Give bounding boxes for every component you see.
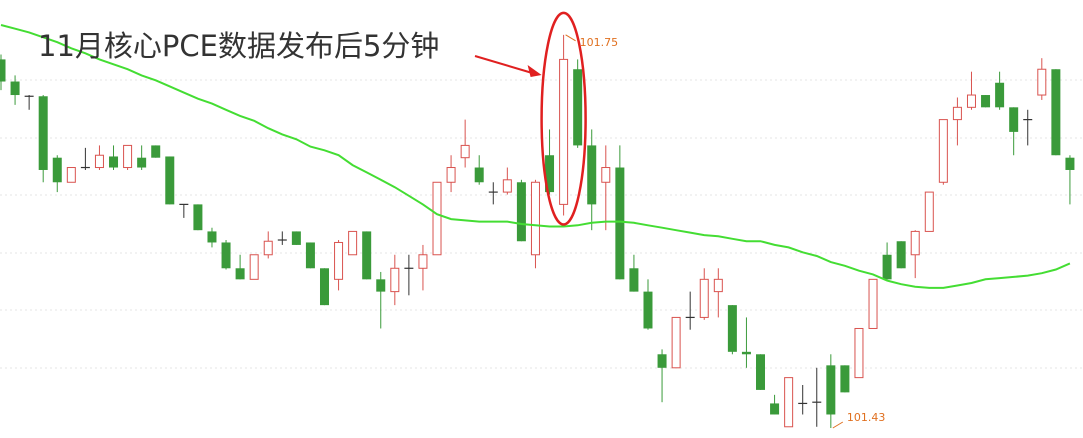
body — [460, 144, 470, 159]
body — [854, 327, 864, 379]
body — [432, 181, 442, 256]
body — [319, 268, 329, 306]
body — [516, 182, 526, 242]
arrow-head — [527, 65, 542, 77]
moving-average — [0, 24, 1071, 289]
arrow-shaft — [474, 55, 536, 75]
label-leader — [565, 34, 576, 42]
body — [840, 365, 850, 393]
body — [10, 81, 20, 96]
body — [334, 241, 344, 280]
body — [657, 354, 667, 368]
body — [699, 278, 709, 318]
body — [221, 242, 231, 269]
body — [151, 145, 161, 158]
body — [38, 96, 48, 170]
body — [573, 69, 583, 146]
body — [530, 181, 540, 256]
body — [671, 316, 681, 369]
candles — [0, 34, 1075, 428]
body — [1009, 107, 1019, 132]
body — [995, 82, 1005, 108]
body — [727, 305, 737, 352]
high-label: 101.75 — [580, 36, 619, 49]
body — [882, 254, 892, 280]
label-leader — [832, 421, 844, 429]
body — [938, 119, 948, 183]
body — [868, 278, 878, 329]
body — [784, 377, 794, 428]
body — [207, 231, 217, 243]
body — [376, 279, 386, 292]
highlight-ellipse — [540, 11, 587, 226]
body — [545, 155, 555, 193]
body — [981, 95, 991, 108]
body — [235, 268, 245, 280]
body — [109, 156, 119, 168]
body — [756, 354, 766, 390]
body — [713, 278, 723, 293]
body — [165, 156, 175, 205]
body — [66, 167, 76, 183]
body — [629, 268, 639, 292]
body — [587, 145, 597, 205]
body — [1065, 157, 1075, 170]
body — [137, 157, 147, 168]
body — [305, 242, 315, 269]
low-label: 101.43 — [847, 411, 886, 424]
body — [1051, 69, 1061, 156]
body — [94, 154, 104, 169]
overlay: 101.75 101.43 — [0, 11, 1071, 429]
body — [362, 231, 372, 280]
body — [601, 167, 611, 183]
body — [896, 241, 906, 269]
body — [502, 179, 512, 193]
body — [966, 94, 976, 108]
body — [1037, 68, 1047, 96]
body — [0, 59, 6, 82]
body — [446, 167, 456, 183]
body — [193, 204, 203, 231]
body — [123, 144, 133, 169]
body — [643, 291, 653, 329]
body — [249, 254, 259, 280]
body — [291, 231, 301, 245]
body — [390, 267, 400, 293]
annotation: 11月核心PCE数据发布后5分钟 — [38, 29, 439, 63]
body — [559, 58, 569, 205]
body — [348, 230, 358, 256]
body — [770, 403, 780, 415]
body — [826, 365, 836, 415]
body — [924, 191, 934, 232]
body — [418, 254, 428, 269]
body — [952, 106, 962, 121]
body — [263, 240, 273, 256]
body — [474, 167, 484, 183]
body — [910, 230, 920, 256]
body — [615, 167, 625, 280]
body — [52, 157, 62, 183]
body — [741, 351, 751, 355]
